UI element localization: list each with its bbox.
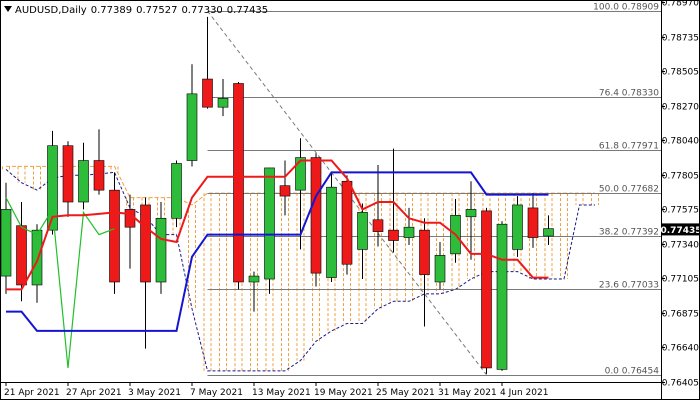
symbol-label: AUDUSD,Daily (15, 5, 87, 16)
fib-level-label: 38.2 0.77392 (599, 228, 659, 238)
candle-body (202, 78, 213, 108)
price-tick-label: 0.78040 (662, 137, 699, 147)
candle-body (248, 275, 260, 283)
time-tick-label: 25 May 2021 (376, 388, 435, 398)
candle-body (543, 228, 554, 237)
price-tick-label: 0.77340 (662, 241, 699, 251)
chart-header: AUDUSD,Daily 0.77389 0.77527 0.77330 0.77435 (4, 5, 272, 16)
candle-body (481, 210, 492, 369)
open-value: 0.77389 (90, 5, 133, 16)
fib-trendline (207, 10, 487, 376)
candle-body (155, 217, 167, 283)
time-tick-label: 27 Apr 2021 (66, 388, 122, 398)
candle-body (403, 226, 415, 238)
time-tick-label: 31 May 2021 (438, 388, 497, 398)
time-tick-label: 19 May 2021 (314, 388, 373, 398)
tenkan-sen-line (6, 159, 549, 291)
candle-body (171, 163, 182, 219)
candle-body (357, 212, 368, 250)
price-tick-label: 0.76405 (662, 379, 699, 389)
candle-body (31, 229, 43, 286)
fib-level-label: 76.4 0.78330 (599, 89, 659, 99)
candle-body (217, 97, 229, 108)
kijun-sen-line (6, 171, 549, 332)
price-tick-label: 0.78270 (662, 103, 699, 113)
candle-body (1, 209, 12, 277)
fib-level-label: 23.6 0.77033 (599, 281, 659, 291)
time-tick-label: 7 May 2021 (190, 388, 243, 398)
price-tick-label: 0.77805 (662, 172, 699, 182)
candle-body (47, 145, 58, 231)
current-price-tag (662, 223, 699, 236)
fib-level-label: 100.0 0.78909 (593, 3, 659, 13)
candle-body (264, 167, 275, 280)
candle-body (419, 229, 430, 275)
chikou-span-line (5, 197, 115, 368)
candle-body (512, 204, 523, 250)
time-tick-label: 21 Apr 2021 (4, 388, 60, 398)
fib-level-label: 0.0 0.76454 (605, 367, 660, 377)
candle-body (16, 225, 27, 286)
fib-level-label: 61.8 0.77971 (599, 142, 659, 152)
candle-body (434, 255, 446, 283)
current-price-label: 0.77435 (661, 226, 700, 236)
candle-body (78, 160, 89, 203)
candle-body (295, 157, 306, 191)
candle-body (233, 83, 244, 283)
candle-body (465, 209, 477, 218)
candle-body (124, 209, 136, 228)
candle-body (186, 93, 198, 161)
candle-body (372, 219, 384, 232)
price-tick-label: 0.78970 (662, 1, 699, 9)
time-tick-label: 3 May 2021 (128, 388, 181, 398)
low-value: 0.77330 (181, 5, 223, 16)
price-tick-label: 0.77105 (662, 275, 699, 285)
candle-body (279, 185, 291, 197)
candle-body (62, 145, 74, 203)
fib-level-label: 50.0 0.77682 (599, 185, 659, 195)
price-tick-label: 0.76875 (662, 310, 699, 320)
candle-body (109, 189, 120, 283)
time-tick-label: 4 Jun 2021 (500, 388, 548, 398)
candle-body (341, 180, 353, 265)
time-tick-label: 13 May 2021 (252, 388, 311, 398)
price-tick-label: 0.77575 (662, 206, 699, 216)
high-value: 0.77527 (136, 5, 178, 16)
candle-body (326, 186, 337, 278)
symbol-dropdown-icon[interactable] (4, 6, 12, 12)
candle-body (140, 204, 151, 283)
candle-body (93, 160, 105, 191)
price-tick-label: 0.78735 (662, 34, 699, 44)
candle-body (388, 229, 399, 241)
candle-body (527, 207, 539, 238)
candle-body (496, 223, 508, 370)
candle-body (310, 157, 322, 274)
price-tick-label: 0.76640 (662, 344, 699, 354)
close-value: 0.77435 (226, 5, 269, 16)
price-tick-label: 0.78505 (662, 68, 699, 78)
